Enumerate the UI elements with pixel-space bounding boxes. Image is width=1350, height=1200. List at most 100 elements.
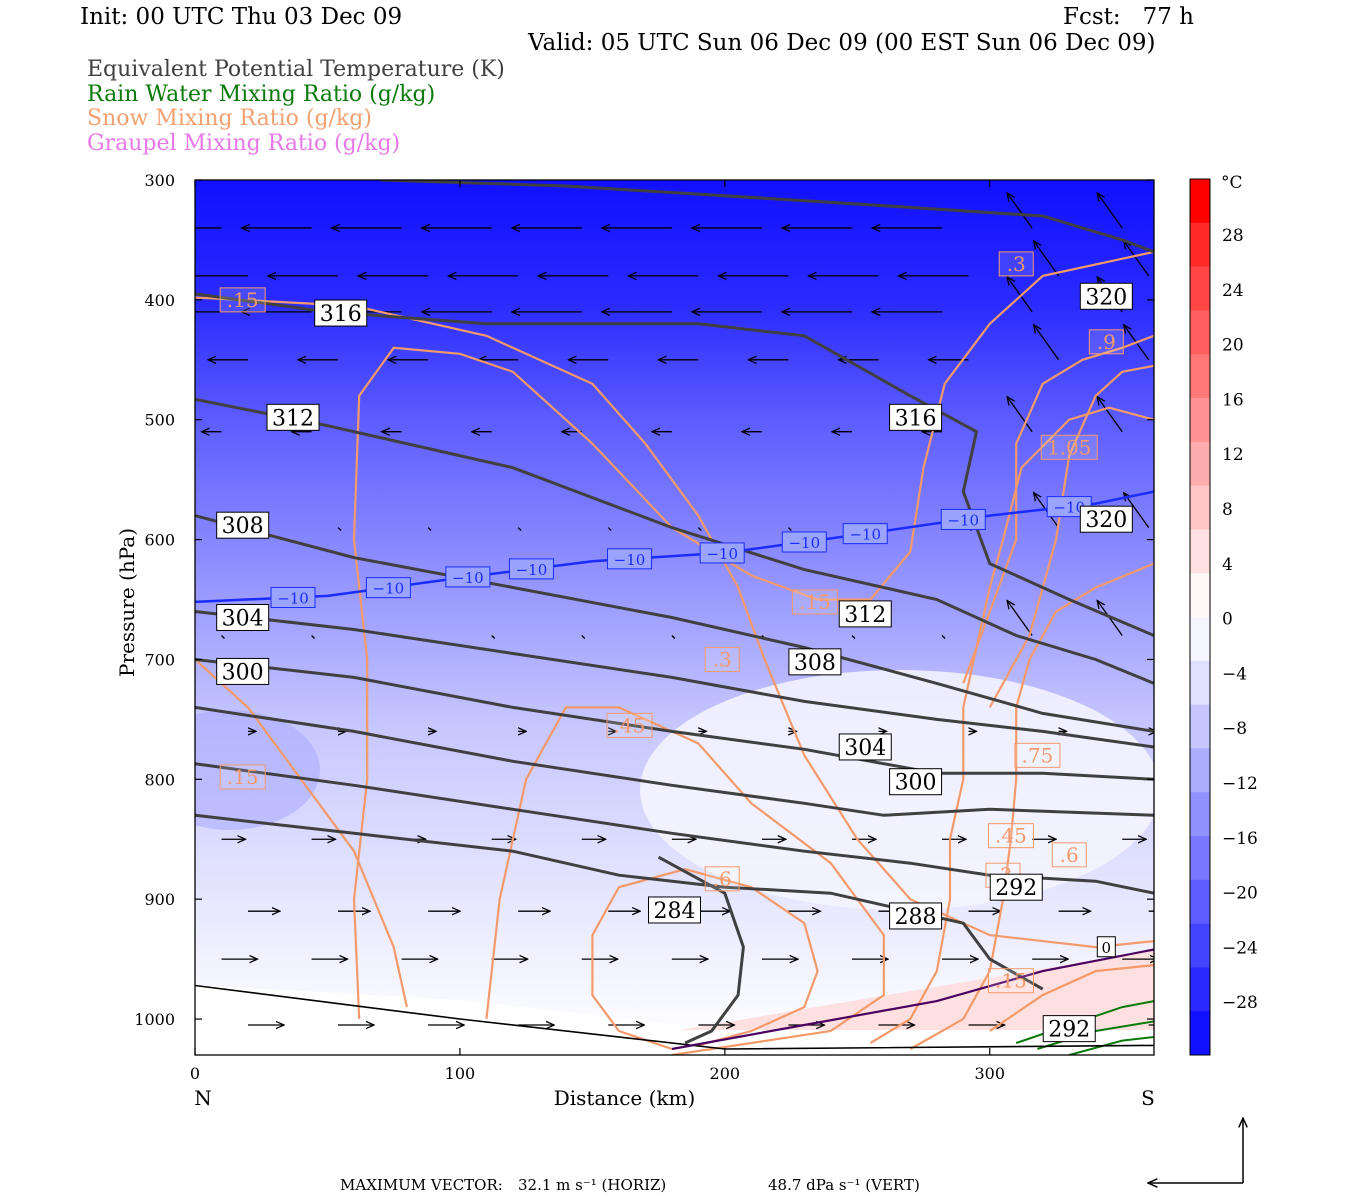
colorbar-swatch [1190,704,1210,749]
snow-contour [988,364,1154,708]
svg-text:284: 284 [654,899,696,924]
snow-contour [909,562,1154,1050]
snow-contour [195,296,1154,949]
wind-arrow [1007,277,1033,313]
svg-text:−10: −10 [947,511,979,529]
wind-arrow [581,635,586,639]
snow-label: .9 [1088,329,1124,355]
freezing-line [671,948,1154,1051]
colorbar-tick-label: −12 [1222,774,1258,794]
snow-label: .3 [998,251,1034,277]
snow-contour [962,334,1154,684]
theta-e-contour-292 [195,762,1154,895]
svg-text:1.05: 1.05 [1047,435,1092,459]
wind-arrow [1007,600,1033,636]
south-label: S [1141,1086,1155,1110]
wind-arrow [1097,193,1123,229]
svg-text:300: 300 [222,660,264,685]
svg-text:−10: −10 [1053,499,1085,517]
svg-text:.6: .6 [1060,843,1079,867]
ground-line [195,984,1154,1050]
colorbar-swatch [1190,179,1210,224]
svg-text:288: 288 [895,905,937,930]
isotherm-label: −10 [606,548,652,570]
y-axis-label: Pressure (hPa) [115,528,139,677]
max-vector-label: MAXIMUM VECTOR: [340,1176,503,1194]
svg-text:312: 312 [844,603,886,628]
wind-arrow [1007,193,1033,229]
theta-e-label: 292 [989,873,1043,901]
snow-label: .6 [704,866,740,892]
svg-text:320: 320 [1085,285,1127,310]
snow-label: .6 [1051,842,1087,868]
isotherm-label: −10 [270,586,316,608]
wind-arrow [851,635,856,639]
svg-text:320: 320 [1085,508,1127,533]
colorbar-swatch [1190,266,1210,311]
colorbar-tick-label: −24 [1222,938,1258,958]
svg-text:.3: .3 [713,647,732,671]
colorbar-swatch [1190,1011,1210,1056]
svg-text:304: 304 [844,736,886,761]
theta-e-label: 308 [216,511,270,539]
wind-arrow [221,635,225,639]
wind-arrow [787,527,792,532]
theta-e-contour-284 [657,855,745,1045]
theta-e-label: 316 [314,299,368,327]
svg-text:−10: −10 [373,580,405,598]
theta-e-contour-300 [195,658,1154,781]
snow-label: .3 [704,646,740,672]
theta-e-label: 304 [216,604,270,632]
theta-e-contour-288 [195,813,1044,991]
colorbar-swatch [1190,573,1210,618]
theta-e-contour-316 [195,292,1154,637]
theta-e-contour-320 [380,180,1154,254]
snow-label: .15 [219,764,266,790]
colorbar-tick-label: −4 [1222,664,1247,684]
wind-arrow [607,527,612,532]
cold-pocket-left [195,710,320,830]
snow-label: .75 [1014,742,1061,768]
colorbar-swatch [1190,748,1210,793]
svg-text:.15: .15 [227,765,259,789]
colorbar-swatch [1190,967,1210,1012]
reference-vector-arrows [1148,1118,1243,1183]
theta-e-label: 300 [889,768,943,796]
colorbar-swatch [1190,398,1210,443]
colorbar-swatch [1190,879,1210,925]
y-tick-label: 900 [144,890,175,909]
colorbar-swatch [1190,836,1210,881]
colorbar-tick-label: 24 [1222,281,1244,301]
isotherm-label: −10 [940,508,986,530]
colorbar-tick-label: −20 [1222,884,1258,904]
init-time: Init: 00 UTC Thu 03 Dec 09 [80,4,403,30]
wind-arrow [697,527,702,532]
colorbar-swatch [1190,529,1210,574]
snow-label: .45 [606,712,653,738]
isotherm-label: −10 [445,566,491,588]
snow-label: .45 [987,823,1034,849]
isotherm-label: −10 [842,523,888,545]
wind-arrow [671,635,676,639]
theta-e-label: 304 [838,733,892,761]
below-ground-white [195,985,1154,1055]
svg-text:292: 292 [1048,1018,1090,1043]
svg-text:−10: −10 [277,589,309,607]
snow-label: .15 [791,589,838,615]
wind-arrow [311,635,316,639]
colorbar-tick-label: 16 [1222,390,1244,410]
wind-arrow [1097,397,1123,433]
svg-text:316: 316 [895,406,937,431]
svg-text:.75: .75 [1022,743,1054,767]
y-tick-label: 600 [144,531,175,550]
x-tick-label: 100 [445,1064,476,1083]
wind-arrow [517,527,522,532]
theta-e-label: 312 [838,600,892,628]
colorbar-tick-label: 28 [1222,226,1244,246]
colorbar-swatch [1190,617,1210,662]
svg-text:.45: .45 [995,824,1027,848]
colorbar-tick-label: −28 [1222,993,1258,1013]
colorbar-unit: °C [1221,173,1243,193]
snow-contour [591,868,819,1051]
